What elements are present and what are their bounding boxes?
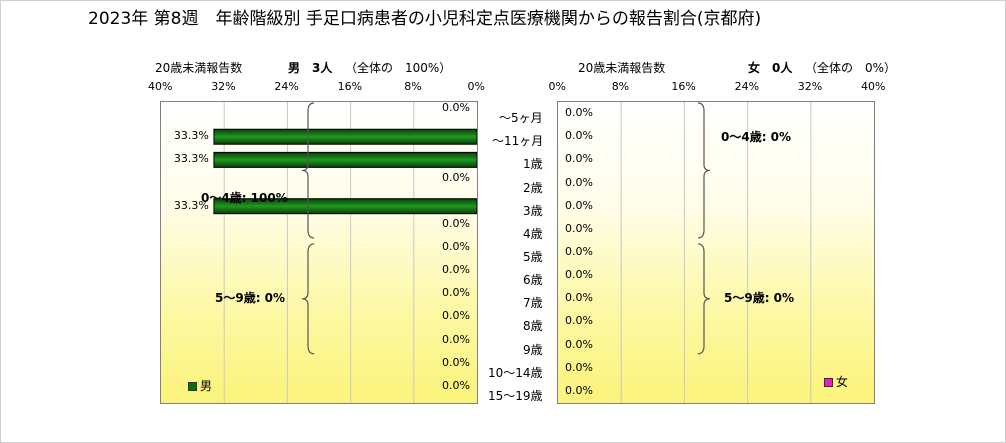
female-total: 女 0人	[748, 61, 793, 75]
male-value-label: 0.0%	[442, 170, 470, 184]
group-bracket	[301, 102, 315, 239]
male-bar	[213, 128, 477, 145]
male-plot-area	[160, 101, 478, 404]
female-group-label-5-9: 5～9歳: 0%	[724, 291, 795, 306]
category-label: 2歳	[523, 180, 543, 195]
male-group-label-5-9: 5～9歳: 0%	[215, 291, 286, 306]
category-label: 8歳	[523, 319, 543, 334]
female-value-label: 0.0%	[565, 129, 593, 143]
female-x-tick: 0%	[548, 80, 566, 93]
male-value-label: 0.0%	[442, 216, 470, 230]
female-value-label: 0.0%	[565, 106, 593, 120]
female-value-label: 0.0%	[565, 245, 593, 258]
female-x-tick: 24%	[734, 80, 760, 93]
chart-title: 2023年 第8週 年齢階級別 手足口病患者の小児科定点医療機関からの報告割合(…	[88, 9, 762, 29]
category-label: 10～14歳	[488, 365, 543, 380]
category-label: 3歳	[523, 203, 543, 218]
female-x-tick: 8%	[611, 80, 630, 93]
male-value-label: 33.3%	[173, 152, 209, 166]
female-x-tick: 16%	[671, 80, 696, 93]
category-label: ～11ヶ月	[492, 134, 544, 149]
male-bar	[213, 151, 477, 168]
male-count-label: 20歳未満報告数	[155, 61, 243, 75]
male-x-tick: 32%	[211, 80, 236, 93]
female-count-label: 20歳未満報告数	[578, 61, 666, 75]
male-value-label: 33.3%	[173, 129, 209, 143]
female-bars-svg	[620, 102, 812, 403]
category-label: 7歳	[523, 296, 543, 311]
female-legend: 女	[824, 373, 848, 390]
female-plot-area	[557, 101, 875, 404]
male-x-tick: 8%	[404, 80, 422, 93]
male-bar	[213, 198, 477, 215]
male-share: （全体の 100%）	[345, 61, 452, 75]
male-value-label: 0.0%	[442, 309, 470, 323]
male-x-tick: 16%	[337, 80, 363, 93]
category-label: 1歳	[523, 157, 543, 172]
male-value-label: 0.0%	[442, 101, 470, 115]
male-total: 男 3人	[288, 61, 333, 75]
female-x-tick: 32%	[797, 80, 823, 93]
female-value-label: 0.0%	[565, 175, 593, 189]
category-label: 9歳	[523, 342, 543, 357]
male-value-label: 0.0%	[442, 240, 470, 253]
category-label: 4歳	[523, 226, 543, 241]
male-value-label: 33.3%	[173, 198, 209, 212]
category-label: 5歳	[523, 250, 543, 264]
female-legend-swatch	[824, 378, 833, 387]
group-bracket	[301, 243, 315, 355]
female-value-label: 0.0%	[565, 291, 593, 305]
category-label: ～5ヶ月	[499, 111, 543, 126]
male-group-label-0-4: 0～4歳: 100%	[201, 191, 288, 206]
male-value-label: 0.0%	[442, 355, 470, 369]
male-x-tick: 40%	[148, 80, 173, 93]
female-group-label-0-4: 0～4歳: 0%	[721, 129, 792, 144]
female-value-label: 0.0%	[565, 383, 593, 397]
male-bars-svg	[213, 102, 477, 403]
female-share: （全体の 0%）	[805, 61, 897, 75]
male-legend-swatch	[188, 382, 197, 391]
female-value-label: 0.0%	[565, 268, 593, 282]
group-bracket	[697, 102, 711, 239]
female-value-label: 0.0%	[565, 221, 593, 235]
male-value-label: 0.0%	[442, 332, 470, 346]
male-x-tick: 0%	[467, 80, 485, 93]
female-value-label: 0.0%	[565, 360, 593, 374]
female-value-label: 0.0%	[565, 337, 593, 351]
category-label: 15～19歳	[488, 388, 543, 403]
male-legend: 男	[188, 377, 212, 394]
female-value-label: 0.0%	[565, 152, 593, 166]
female-value-label: 0.0%	[565, 314, 593, 328]
category-label: 6歳	[523, 273, 543, 288]
male-value-label: 0.0%	[442, 378, 470, 392]
female-value-label: 0.0%	[565, 198, 593, 212]
male-value-label: 0.0%	[442, 286, 470, 300]
group-bracket	[697, 243, 711, 355]
male-x-tick: 24%	[274, 80, 299, 93]
male-value-label: 0.0%	[442, 263, 470, 277]
female-x-tick: 40%	[861, 80, 886, 93]
